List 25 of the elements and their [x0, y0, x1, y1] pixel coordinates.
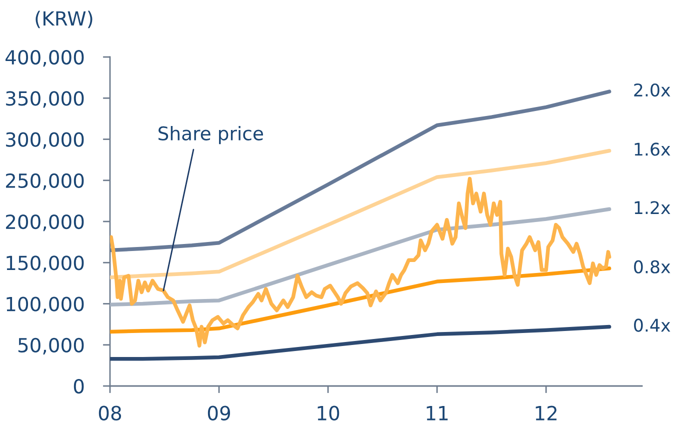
line-series	[110, 176, 612, 348]
y-tick-label: 350,000	[6, 91, 84, 108]
y-tick-label: 100,000	[6, 296, 84, 314]
line-series	[110, 148, 612, 280]
series-label: 1.2x	[634, 201, 670, 214]
x-tick-label: 10	[318, 406, 340, 420]
x-tick-label: 09	[208, 406, 230, 420]
y-tick-label: 0	[74, 378, 84, 394]
y-tick-label: 50,000	[18, 338, 84, 355]
series-label: 0.4x	[634, 318, 670, 332]
series-label: 2.0x	[634, 83, 670, 97]
x-tick-label: 08	[98, 406, 122, 420]
y-axis-title: (KRW)	[36, 10, 92, 28]
y-tick-label: 150,000	[6, 256, 84, 272]
y-tick-label: 250,000	[6, 173, 84, 190]
series-label: 1.6x	[634, 142, 670, 156]
x-tick-label: 12	[536, 406, 556, 420]
x-tick-label: 11	[426, 406, 448, 420]
series-label: 0.8x	[634, 260, 670, 274]
y-tick-label: 400,000	[6, 50, 84, 67]
line-series	[110, 207, 612, 306]
y-tick-label: 200,000	[6, 214, 84, 232]
annotation: Share price	[158, 126, 263, 144]
y-tick-label: 300,000	[6, 132, 84, 149]
line-series	[110, 324, 612, 361]
